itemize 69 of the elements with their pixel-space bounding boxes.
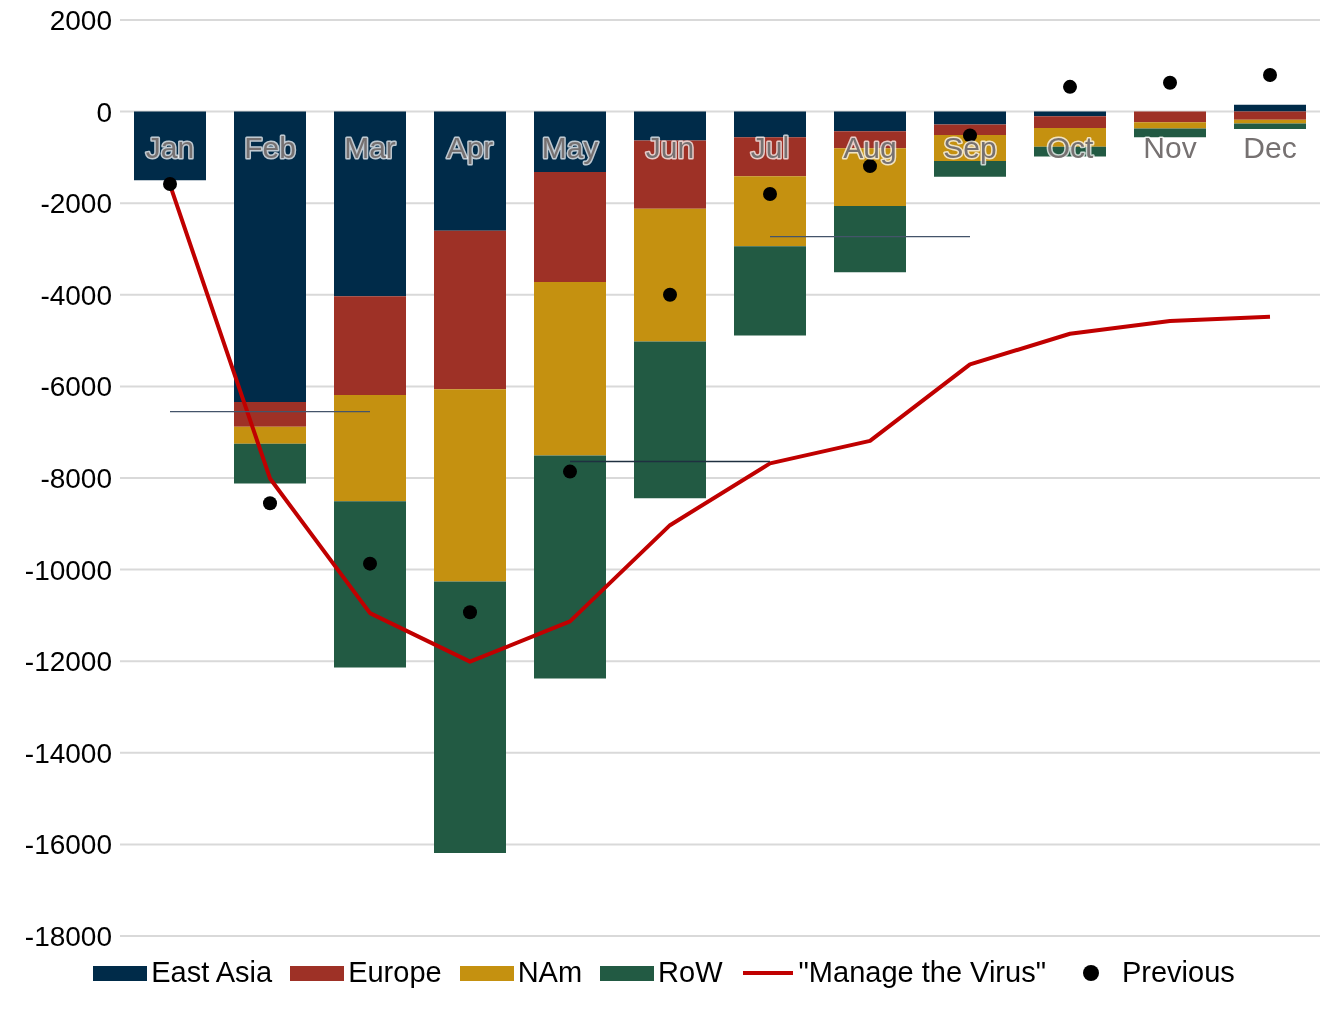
- x-tick-label: Nov: [1143, 130, 1197, 164]
- x-tick-label: Jan: [145, 130, 195, 164]
- bar: [534, 455, 606, 679]
- bar: [834, 111, 906, 132]
- legend-label: NAm: [517, 956, 583, 989]
- bar: [334, 395, 406, 502]
- y-tick-label: -16000: [24, 829, 112, 861]
- bar: [534, 281, 606, 456]
- x-tick-label: Sep: [943, 130, 997, 164]
- point: [563, 464, 577, 479]
- bar: [634, 208, 706, 342]
- bar: [834, 205, 906, 273]
- point: [663, 287, 677, 302]
- bar: [334, 296, 406, 396]
- bar: [434, 581, 506, 854]
- point: [463, 605, 477, 620]
- legend-label: East Asia: [151, 956, 273, 989]
- bar: [534, 172, 606, 282]
- y-tick-label: -2000: [40, 188, 112, 220]
- bar: [1234, 104, 1306, 112]
- y-tick-label: -18000: [24, 920, 112, 952]
- y-tick-label: -10000: [24, 554, 112, 586]
- x-tick-label: Jul: [750, 130, 790, 164]
- bar: [934, 111, 1006, 125]
- bar: [234, 111, 306, 402]
- bar: [634, 341, 706, 499]
- x-tick-label: Mar: [344, 130, 396, 164]
- bar: [1134, 111, 1206, 123]
- y-tick-label: -12000: [24, 646, 112, 678]
- legend-label: RoW: [658, 956, 723, 989]
- point: [363, 556, 377, 571]
- bar: [1234, 119, 1306, 124]
- legend-label: Previous: [1121, 956, 1235, 989]
- bar: [734, 111, 806, 138]
- y-tick-label: -4000: [40, 279, 112, 311]
- legend-label: "Manage the Virus": [798, 956, 1046, 989]
- bar: [1234, 111, 1306, 120]
- point: [163, 176, 177, 191]
- x-tick-label: Feb: [244, 130, 296, 164]
- bar: [934, 124, 1006, 135]
- bar: [1034, 116, 1106, 129]
- bar: [434, 389, 506, 582]
- x-tick-label: Apr: [446, 130, 494, 164]
- point: [1063, 79, 1077, 94]
- legend-label: Europe: [348, 956, 442, 989]
- point: [1163, 75, 1177, 90]
- y-tick-label: 0: [96, 96, 112, 128]
- x-tick-label: Dec: [1243, 130, 1297, 164]
- bar: [234, 426, 306, 444]
- bar: [1234, 123, 1306, 129]
- bar: [434, 230, 506, 390]
- bar: [434, 111, 506, 231]
- bar: [234, 443, 306, 484]
- bar: [734, 176, 806, 247]
- x-tick-label: May: [541, 130, 599, 164]
- bar: [334, 501, 406, 668]
- bar: [1134, 122, 1206, 129]
- bar: [1134, 128, 1206, 138]
- point: [1263, 67, 1277, 82]
- y-tick-label: -14000: [24, 737, 112, 769]
- y-tick-label: 2000: [49, 4, 112, 36]
- x-tick-label: Jun: [645, 130, 695, 164]
- y-tick-label: -8000: [40, 462, 112, 494]
- bar: [334, 111, 406, 297]
- bar: [734, 246, 806, 336]
- y-tick-label: -6000: [40, 371, 112, 403]
- point: [263, 496, 277, 511]
- bar: [234, 401, 306, 427]
- point: [763, 187, 777, 202]
